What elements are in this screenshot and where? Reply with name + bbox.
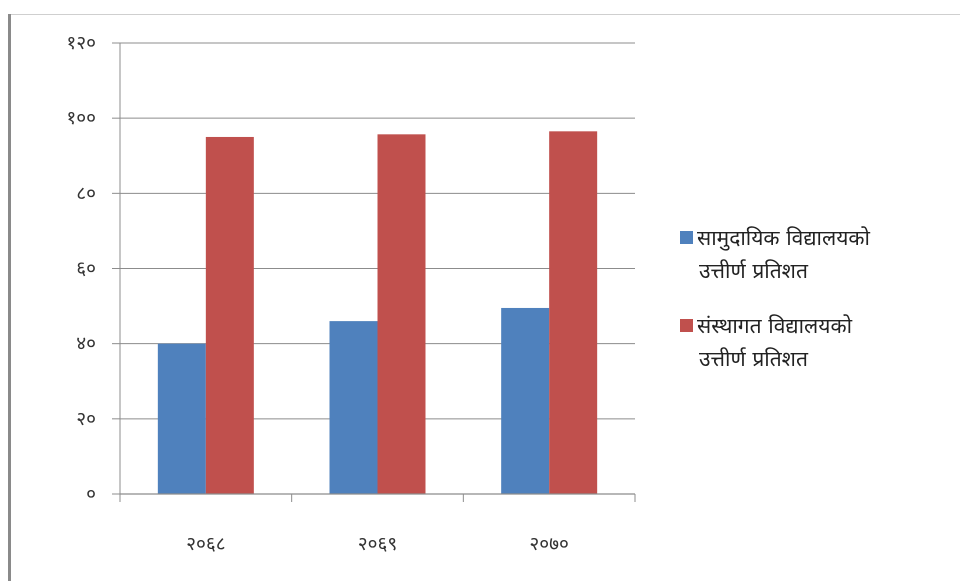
x-tick-label: २०६९ <box>358 533 398 555</box>
bars <box>157 131 598 495</box>
y-tick-label: २० <box>76 408 96 430</box>
y-tick-label: १२० <box>66 32 96 54</box>
y-tick-label: ० <box>86 483 96 505</box>
bar-community-2 <box>501 307 550 494</box>
legend-label-line: संस्थागत विद्यालयको <box>697 314 853 338</box>
y-tick-label: ४० <box>76 333 96 355</box>
x-tick-label: २०७० <box>529 533 569 555</box>
legend: सामुदायिक विद्यालयको उत्तीर्ण प्रतिशत संस्… <box>680 226 871 371</box>
legend-swatch <box>680 319 693 332</box>
bar-community-0 <box>157 343 206 494</box>
legend-label-line: सामुदायिक विद्यालयको <box>697 226 871 251</box>
y-tick-labels: ० २० ४० ६० ८० १०० १२० <box>66 32 96 505</box>
y-tick-label: ८० <box>76 182 96 204</box>
bar-institutional-0 <box>205 136 254 495</box>
bar-institutional-1 <box>377 134 426 494</box>
x-tick-label: २०६८ <box>186 533 226 555</box>
y-tick-label: ६० <box>76 258 96 280</box>
frame-top-border <box>11 14 960 15</box>
frame-left-border <box>8 14 11 581</box>
bar-institutional-2 <box>549 131 598 494</box>
bar-community-1 <box>329 321 378 494</box>
y-tick-label: १०० <box>66 107 96 129</box>
axes <box>112 42 636 502</box>
legend-label-line: उत्तीर्ण प्रतिशत <box>699 259 809 283</box>
legend-label-line: उत्तीर्ण प्रतिशत <box>699 347 809 371</box>
legend-swatch <box>680 231 693 244</box>
x-tick-labels: २०६८ २०६९ २०७० <box>186 533 569 555</box>
